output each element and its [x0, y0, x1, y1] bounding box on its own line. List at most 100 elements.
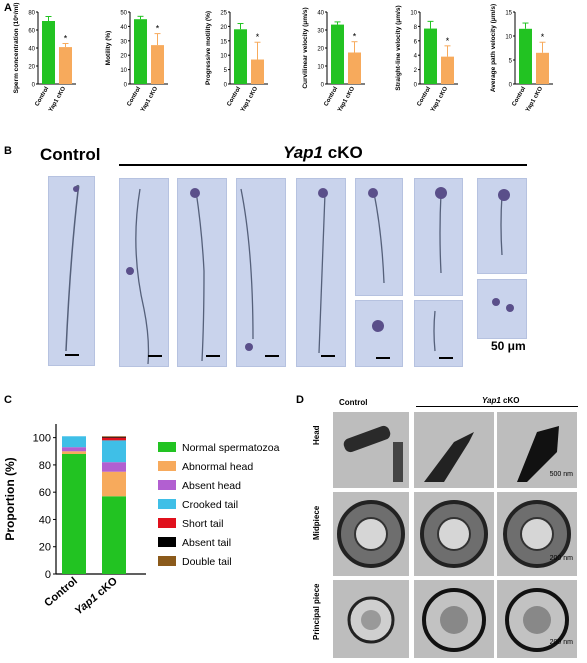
stack-segment — [102, 436, 126, 438]
legend-swatch — [158, 518, 176, 528]
micrograph-control — [48, 176, 95, 366]
x-tick-label: Yap1 cKO — [140, 86, 159, 114]
panel-letter-c: C — [4, 394, 12, 406]
legend-label: Absent tail — [182, 537, 231, 549]
legend-swatch — [158, 556, 176, 566]
y-tick-label: 20 — [120, 54, 127, 60]
scale-bar-label: 50 μm — [491, 339, 526, 353]
em-row-label-midpiece: Midpiece — [312, 505, 321, 540]
em-mid-control — [333, 492, 409, 576]
y-tick-label: 0 — [509, 83, 513, 89]
y-tick-label: 40 — [28, 47, 35, 53]
y-tick-label: 0 — [414, 83, 418, 89]
legend-label: Short tail — [182, 518, 223, 530]
y-axis-label: Progressive motility (%) — [205, 11, 212, 85]
y-tick-label: 6 — [414, 39, 418, 45]
control-title: Control — [40, 145, 101, 164]
x-tick-label: Yap1 cKO — [525, 86, 544, 114]
y-tick-label: 4 — [414, 54, 418, 60]
y-tick-label: 80 — [39, 460, 51, 472]
y-tick-label: 20 — [317, 47, 324, 53]
stack-segment — [102, 471, 126, 497]
y-tick-label: 20 — [220, 25, 227, 31]
y-tick-label: 10 — [410, 11, 417, 17]
em-scale-mid: 200 nm — [549, 555, 573, 562]
y-axis-label: Sperm concentration (10⁶/ml) — [13, 3, 20, 94]
significance-star: * — [156, 24, 160, 34]
em-pp-cko-2: 200 nm — [497, 580, 577, 658]
y-tick-label: 2 — [414, 68, 418, 74]
significance-star: * — [256, 32, 260, 42]
x-tick-label: Yap1 cKO — [73, 575, 121, 618]
y-tick-label: 0 — [321, 83, 325, 89]
legend-label: Normal spermatozoa — [182, 442, 280, 454]
y-tick-label: 10 — [220, 54, 227, 60]
y-tick-label: 30 — [317, 29, 324, 35]
legend-label: Absent head — [182, 480, 241, 492]
y-axis-label: Proportion (%) — [3, 457, 17, 540]
stack-segment — [62, 454, 86, 574]
y-tick-label: 20 — [28, 65, 35, 71]
x-tick-label: Control — [126, 86, 142, 108]
panel-letter-d: D — [296, 394, 304, 406]
legend-label: Crooked tail — [182, 499, 238, 511]
x-tick-label: Yap1 cKO — [240, 86, 259, 114]
micrograph-cko-3 — [236, 178, 286, 367]
em-mid-cko-1 — [414, 492, 494, 576]
micrograph-cko-5b — [355, 300, 403, 367]
y-tick-label: 10 — [120, 68, 127, 74]
significance-star: * — [353, 32, 357, 42]
micrograph-cko-1 — [119, 178, 169, 367]
y-tick-label: 80 — [28, 11, 35, 17]
y-tick-label: 0 — [124, 83, 128, 89]
significance-star: * — [541, 32, 545, 42]
legend-swatch — [158, 480, 176, 490]
bar-control — [42, 21, 55, 84]
y-tick-label: 20 — [39, 542, 51, 554]
y-tick-label: 5 — [224, 68, 228, 74]
y-tick-label: 0 — [224, 83, 228, 89]
legend-label: Abnormal head — [182, 461, 253, 473]
stack-segment — [102, 436, 126, 437]
cko-bracket-line — [119, 164, 527, 166]
micrograph-cko-5a — [355, 178, 403, 296]
y-tick-label: 10 — [505, 35, 512, 41]
y-tick-label: 0 — [45, 569, 51, 581]
y-tick-label: 10 — [317, 65, 324, 71]
y-tick-label: 5 — [509, 59, 513, 65]
bar-control — [424, 28, 437, 85]
bar-cko — [536, 52, 549, 84]
y-tick-label: 8 — [414, 25, 418, 31]
y-tick-label: 30 — [120, 39, 127, 45]
micrograph-cko-4 — [296, 178, 346, 367]
y-axis-label: Straight-line velocity (μm/s) — [395, 5, 402, 90]
bar-control — [134, 19, 147, 85]
bar-control — [331, 24, 344, 85]
micrograph-cko-7b — [477, 279, 527, 339]
stack-segment — [62, 447, 86, 452]
stack-segment — [102, 440, 126, 463]
micrograph-cko-6b — [414, 300, 463, 367]
em-pp-control — [333, 580, 409, 658]
y-tick-label: 15 — [220, 39, 227, 45]
em-row-label-head: Head — [312, 425, 321, 445]
em-cko-bracket — [416, 406, 578, 407]
em-head-cko-1 — [414, 412, 494, 488]
y-axis-label: Curvilinear velocity (μm/s) — [302, 7, 309, 88]
bar-cko — [348, 52, 361, 84]
significance-star: * — [64, 34, 68, 44]
em-row-label-principal: Principal piece — [312, 583, 321, 640]
em-head-cko-2: 500 nm — [497, 412, 577, 488]
bar-control — [234, 29, 247, 85]
y-tick-label: 15 — [505, 11, 512, 17]
y-tick-label: 40 — [317, 11, 324, 17]
x-tick-label: Control — [416, 86, 432, 108]
stack-segment — [102, 437, 126, 441]
panel-letter-b: B — [4, 145, 12, 157]
